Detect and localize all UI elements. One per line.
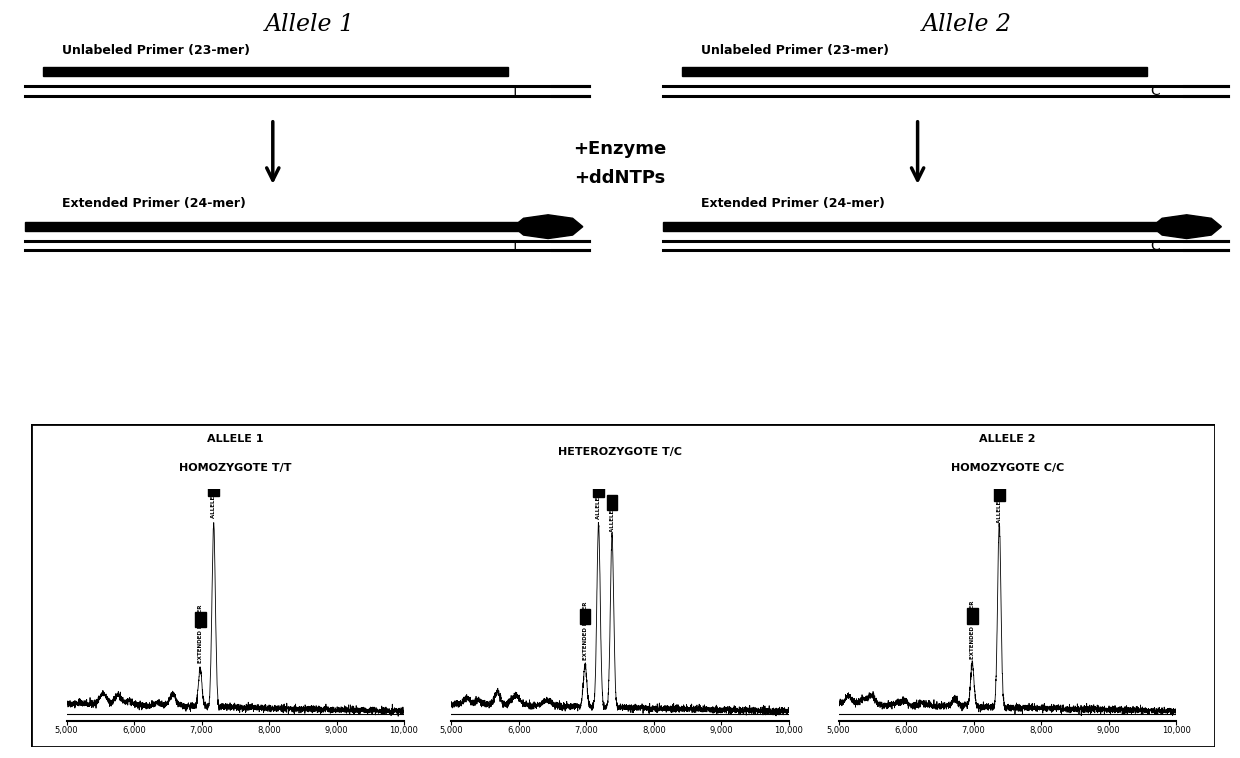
Bar (994, 486, 1004, 501)
Text: C: C (1151, 240, 1161, 253)
Text: EXTENDED PRIMER: EXTENDED PRIMER (583, 601, 588, 660)
Text: T: T (511, 240, 520, 253)
Bar (195, 612, 206, 628)
Text: +Enzyme: +Enzyme (573, 139, 667, 158)
Text: EXTENDED PRIMER: EXTENDED PRIMER (197, 604, 202, 662)
Text: ALLELE 1: ALLELE 1 (207, 434, 264, 444)
Text: Extended Primer (24-mer): Extended Primer (24-mer) (62, 197, 246, 210)
Bar (682, 67, 1147, 77)
Bar (663, 222, 1166, 231)
Text: T: T (511, 84, 520, 98)
Text: HETEROZYGOTE T/C: HETEROZYGOTE T/C (558, 447, 682, 457)
Bar (967, 609, 977, 624)
Text: Extended Primer (24-mer): Extended Primer (24-mer) (701, 197, 884, 210)
Text: ALLELE 2: ALLELE 2 (997, 495, 1002, 522)
Text: ALLELE 1: ALLELE 1 (596, 491, 601, 519)
Bar (593, 482, 604, 497)
Text: EXTENDED PRIMER: EXTENDED PRIMER (970, 600, 975, 659)
Text: ALLELE 2: ALLELE 2 (610, 504, 615, 532)
Text: Unlabeled Primer (23-mer): Unlabeled Primer (23-mer) (701, 45, 889, 58)
Bar (43, 67, 508, 77)
Bar (579, 609, 590, 625)
Text: Allele 1: Allele 1 (265, 13, 355, 36)
Text: C: C (1151, 84, 1161, 98)
Bar (208, 481, 219, 496)
Text: Allele 2: Allele 2 (923, 13, 1012, 36)
Bar (606, 495, 618, 510)
Text: ALLELE 2: ALLELE 2 (980, 434, 1035, 444)
Text: +ddNTPs: +ddNTPs (574, 169, 666, 187)
Text: Unlabeled Primer (23-mer): Unlabeled Primer (23-mer) (62, 45, 250, 58)
Text: ALLELE 1: ALLELE 1 (211, 490, 216, 518)
Text: HOMOZYGOTE C/C: HOMOZYGOTE C/C (951, 463, 1064, 473)
Text: HOMOZYGOTE T/T: HOMOZYGOTE T/T (179, 463, 291, 473)
Bar (25, 222, 527, 231)
